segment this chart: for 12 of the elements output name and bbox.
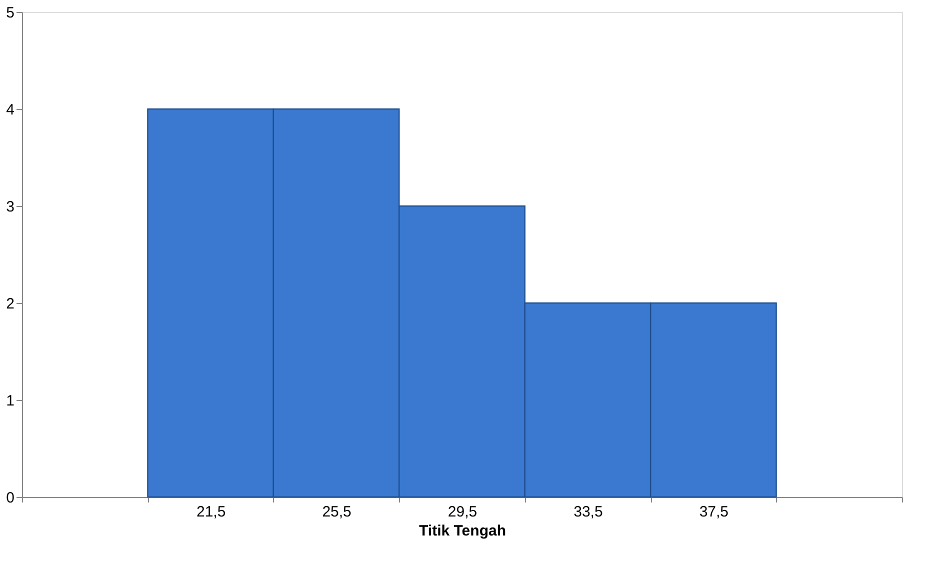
y-tick-label: 0 (6, 490, 14, 506)
x-tick-label: 25,5 (322, 504, 352, 520)
x-tick-label: 33,5 (574, 504, 603, 520)
x-tick-label: 21,5 (196, 504, 226, 520)
y-tick-label: 4 (6, 102, 14, 118)
x-axis-title: Titik Tengah (419, 522, 506, 540)
x-tick-label: 29,5 (448, 504, 478, 520)
y-tick-label: 5 (6, 4, 14, 22)
y-tick-label: 3 (6, 198, 14, 216)
y-tick-label: 2 (6, 296, 14, 312)
x-tick-label: 37,5 (699, 504, 729, 520)
y-tick-label: 1 (6, 392, 14, 410)
